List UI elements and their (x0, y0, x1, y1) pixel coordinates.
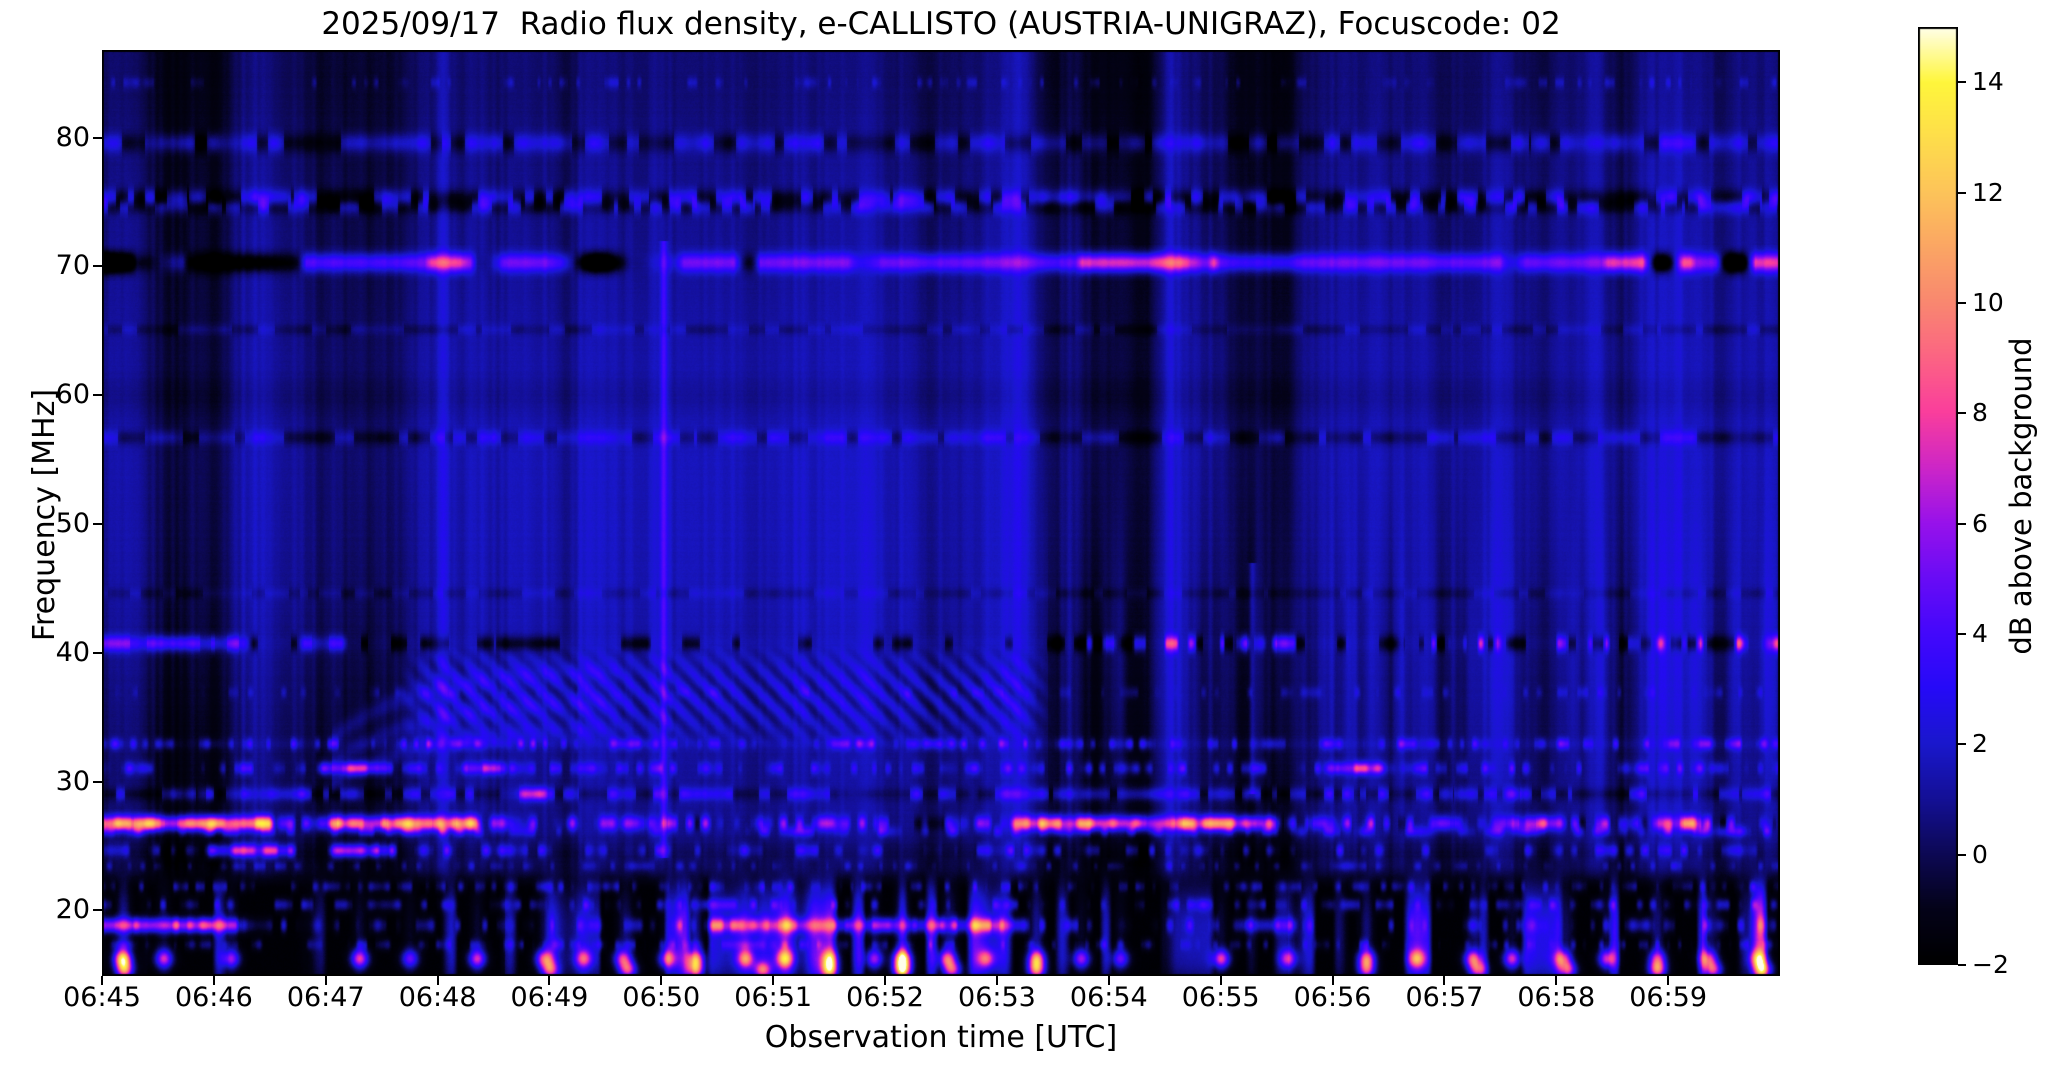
x-tick-label: 06:58 (1517, 982, 1596, 1013)
x-tick-mark (101, 976, 103, 985)
x-tick-mark (995, 976, 998, 985)
colorbar-tick-mark (1958, 964, 1966, 966)
colorbar-tick-label: 6 (1972, 508, 1988, 538)
x-tick-mark (1107, 976, 1110, 985)
x-tick-label: 06:52 (846, 982, 924, 1013)
y-tick-mark (93, 522, 102, 525)
colorbar-label: dB above background (2004, 337, 2038, 655)
x-tick-label: 06:56 (1293, 982, 1372, 1013)
x-tick-mark (1219, 976, 1222, 985)
y-tick-label: 60 (55, 379, 90, 411)
y-tick-label: 70 (55, 250, 90, 282)
x-tick-mark (548, 976, 551, 985)
colorbar-tick-mark (1958, 632, 1966, 635)
x-tick-label: 06:54 (1069, 982, 1148, 1013)
x-tick-label: 06:50 (622, 982, 701, 1013)
chart-title: 2025/09/17 Radio flux density, e-CALLIST… (321, 6, 1561, 42)
x-tick-label: 06:51 (734, 982, 813, 1013)
colorbar-tick-mark (1958, 853, 1966, 856)
x-tick-mark (772, 976, 775, 985)
spectrogram-image (102, 50, 1780, 976)
y-tick-label: 30 (55, 765, 90, 797)
colorbar-tick-label: 2 (1972, 729, 1988, 759)
x-tick-label: 06:53 (958, 982, 1036, 1013)
x-tick-mark (660, 976, 663, 985)
colorbar-tick-mark (1958, 81, 1966, 84)
y-tick-label: 80 (55, 121, 90, 153)
x-tick-label: 06:49 (510, 982, 589, 1013)
colorbar-tick-label: 8 (1972, 398, 1988, 428)
x-tick-label: 06:45 (63, 982, 141, 1013)
y-tick-label: 20 (55, 894, 90, 926)
x-tick-mark (436, 976, 439, 985)
colorbar-tick-label: 4 (1972, 618, 1988, 648)
x-tick-label: 06:59 (1629, 982, 1708, 1013)
colorbar-tick-mark (1958, 191, 1966, 194)
x-tick-mark (212, 976, 215, 985)
y-tick-label: 50 (55, 507, 90, 539)
x-tick-label: 06:55 (1181, 982, 1260, 1013)
colorbar-tick-label: −2 (1972, 950, 2009, 979)
x-axis-label: Observation time [UTC] (764, 1020, 1118, 1055)
colorbar-tick-mark (1958, 522, 1966, 525)
y-tick-mark (93, 909, 102, 912)
x-tick-mark (324, 976, 327, 985)
colorbar-tick-mark (1958, 301, 1966, 304)
x-tick-label: 06:47 (286, 982, 365, 1013)
x-tick-label: 06:48 (398, 982, 477, 1013)
x-tick-mark (1443, 976, 1446, 985)
x-tick-mark (1331, 976, 1334, 985)
y-tick-mark (93, 780, 102, 783)
colorbar-tick-label: 12 (1972, 177, 2004, 207)
y-tick-label: 40 (55, 636, 90, 668)
y-tick-mark (93, 651, 102, 654)
colorbar-tick-label: 14 (1972, 67, 2004, 97)
x-tick-label: 06:46 (174, 982, 253, 1013)
colorbar-tick-label: 0 (1972, 839, 1988, 869)
y-tick-mark (93, 394, 102, 397)
colorbar-tick-mark (1958, 412, 1966, 415)
x-tick-mark (884, 976, 887, 985)
y-tick-mark (93, 265, 102, 268)
colorbar-tick-label: 10 (1972, 287, 2004, 317)
y-tick-mark (93, 136, 102, 139)
colorbar-tick-mark (1958, 743, 1966, 746)
x-tick-mark (1667, 976, 1670, 985)
x-tick-mark (1555, 976, 1558, 985)
x-tick-label: 06:57 (1405, 982, 1484, 1013)
colorbar-gradient (1918, 27, 1958, 965)
